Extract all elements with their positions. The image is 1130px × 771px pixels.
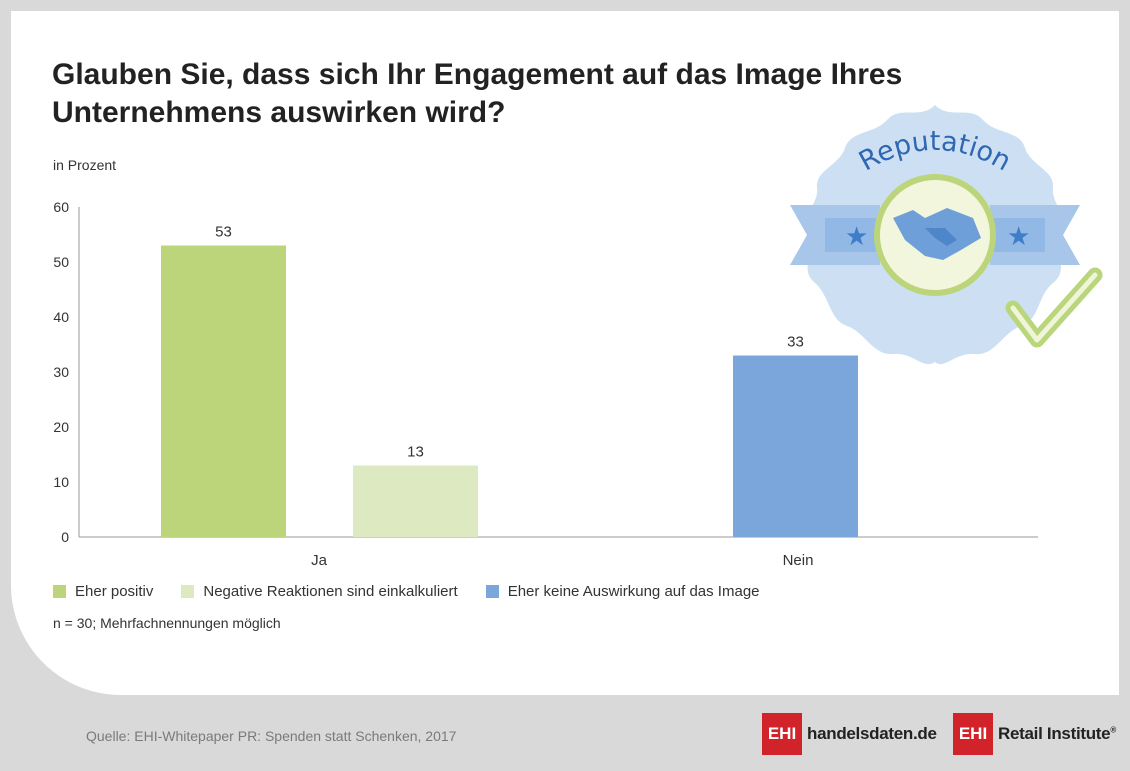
ehi-logo-box: EHI	[762, 713, 802, 755]
logo-text: handelsdaten.de	[807, 724, 937, 743]
bar	[353, 465, 478, 537]
legend-label: Negative Reaktionen sind einkalkuliert	[203, 583, 458, 600]
y-tick-label: 30	[53, 364, 69, 380]
chart-legend: Eher positiv Negative Reaktionen sind ei…	[53, 583, 788, 600]
chart-title: Glauben Sie, dass sich Ihr Engagement au…	[52, 58, 903, 129]
data-label: 13	[407, 444, 424, 461]
legend-swatch	[181, 585, 195, 598]
y-tick-label: 50	[53, 254, 69, 270]
ehi-retail-institute-logo[interactable]: EHI Retail Institute®	[953, 713, 1116, 755]
x-category-label: Nein	[783, 552, 814, 569]
legend-label: Eher keine Auswirkung auf das Image	[507, 583, 760, 600]
y-tick-label: 20	[53, 419, 69, 435]
legend-item-keine-auswirkung: Eher keine Auswirkung auf das Image	[485, 583, 760, 600]
legend-swatch	[485, 585, 499, 598]
bar	[733, 355, 858, 537]
legend-item-eher-positiv: Eher positiv	[53, 583, 153, 600]
handshake-icon	[893, 208, 981, 260]
y-tick-label: 10	[53, 474, 69, 490]
y-axis-unit-label: in Prozent	[53, 157, 117, 173]
legend-label: Eher positiv	[75, 583, 154, 600]
y-tick-label: 60	[53, 199, 69, 215]
data-label: 53	[215, 224, 232, 241]
bar	[161, 245, 286, 537]
star-icon: ★	[845, 222, 868, 252]
x-category-label: Ja	[311, 552, 328, 569]
star-icon: ★	[1007, 222, 1030, 252]
data-label: 33	[787, 334, 804, 351]
legend-swatch	[53, 585, 66, 598]
y-tick-label: 40	[53, 309, 69, 325]
logo-text: Retail Institute®	[998, 724, 1116, 744]
reputation-badge: ★ ★ Reputation	[790, 105, 1103, 365]
logo-text-label: Retail Institute	[998, 724, 1111, 743]
source-note: Quelle: EHI-Whitepaper PR: Spenden statt…	[86, 728, 457, 744]
sample-note: n = 30; Mehrfachnennungen möglich	[53, 615, 281, 631]
legend-item-negative-reaktionen: Negative Reaktionen sind einkalkuliert	[181, 583, 458, 600]
handelsdaten-logo[interactable]: EHI handelsdaten.de	[762, 713, 937, 755]
ehi-logo-box: EHI	[953, 713, 993, 755]
registered-mark: ®	[1110, 725, 1116, 735]
y-tick-label: 0	[61, 529, 69, 545]
